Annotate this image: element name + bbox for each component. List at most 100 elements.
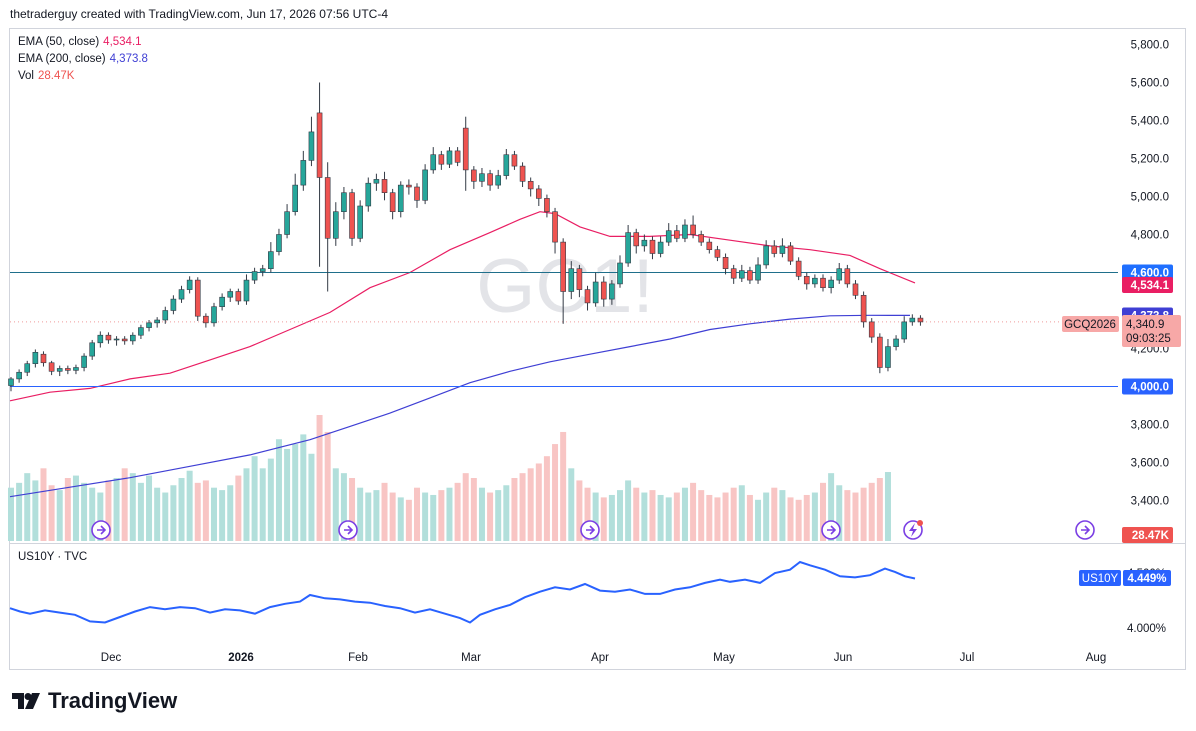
- candle-body: [503, 154, 510, 176]
- badge-symbol: GCQ2026: [1064, 319, 1116, 331]
- legend-vol-label: Vol: [18, 70, 34, 82]
- legend-ema50[interactable]: EMA (50, close) 4,534.1: [18, 34, 142, 50]
- candle-body: [795, 260, 802, 277]
- candle-body: [812, 277, 818, 285]
- candle-body: [527, 181, 534, 190]
- time-label: 2026: [228, 652, 254, 664]
- volume-bar: [803, 494, 810, 541]
- badge-ema50-bg: [1122, 277, 1173, 294]
- candle-body: [471, 169, 477, 182]
- price-tick-label: 3,400.0: [1131, 496, 1169, 508]
- candle-body: [268, 251, 274, 270]
- volume-bar: [608, 494, 615, 541]
- volume-bar: [24, 473, 31, 541]
- time-label: Jul: [960, 652, 975, 664]
- candle-body: [868, 321, 875, 338]
- candle-body: [755, 264, 761, 281]
- candle-body: [763, 245, 769, 266]
- badge-ema50: 4,534.1: [1131, 280, 1170, 292]
- volume-bar: [714, 497, 721, 541]
- tradingview-logo[interactable]: TradingView: [12, 688, 177, 714]
- event-arrow-icon[interactable]: [91, 520, 111, 540]
- candle-body: [89, 342, 95, 357]
- candle-body: [836, 268, 843, 281]
- candle-body: [251, 271, 258, 281]
- volume-bar: [300, 434, 307, 541]
- legend-ema200-label: EMA (200, close): [18, 53, 106, 65]
- candle-body: [389, 192, 396, 212]
- volume-bar: [349, 478, 356, 541]
- candle-body: [113, 338, 120, 341]
- volume-bar: [275, 439, 282, 541]
- volume-bar: [154, 487, 161, 541]
- us10y-line: [9, 560, 916, 624]
- candle-body: [357, 205, 363, 239]
- volume-bar: [113, 478, 120, 541]
- volume-bar: [535, 463, 542, 541]
- volume-bar: [487, 492, 494, 541]
- candle-body: [690, 224, 696, 235]
- candle-body: [406, 184, 412, 188]
- chart-frame[interactable]: [9, 28, 1186, 670]
- event-arrow-icon[interactable]: [821, 520, 841, 540]
- legend-vol[interactable]: Vol 28.47K: [18, 68, 74, 84]
- volume-bar: [8, 487, 14, 541]
- candle-body: [454, 150, 461, 163]
- candle-body: [535, 188, 542, 199]
- candle-body: [568, 268, 575, 292]
- volume-bar: [844, 490, 851, 541]
- candle-body: [32, 351, 39, 364]
- volume-bar: [308, 453, 315, 541]
- event-lightning-icon[interactable]: [903, 520, 923, 540]
- legend-ema200[interactable]: EMA (200, close) 4,373.8: [18, 51, 148, 67]
- candle-body: [576, 268, 583, 290]
- candle-body: [487, 173, 493, 186]
- volume-bar: [600, 497, 607, 541]
- us10y-badge-value-bg: [1123, 570, 1171, 586]
- volume-bar: [162, 492, 169, 541]
- candle-body: [235, 291, 242, 302]
- volume-bar: [211, 487, 217, 541]
- badge-level-4600-bg: [1122, 264, 1173, 281]
- volume-bar: [324, 431, 331, 541]
- volume-bar: [836, 485, 843, 541]
- time-axis[interactable]: Dec 2026 Feb Mar Apr May Jun Jul Aug: [101, 652, 1106, 664]
- candle-body: [893, 338, 899, 347]
- candle-body: [609, 283, 615, 300]
- candlesticks: [8, 82, 924, 392]
- event-markers[interactable]: [91, 520, 1095, 540]
- volume-bar: [129, 473, 136, 541]
- volume-bar: [186, 470, 193, 541]
- volume-bar: [503, 485, 510, 541]
- volume-bar: [625, 480, 632, 541]
- volume-bar: [633, 487, 640, 541]
- volume-bar: [373, 490, 380, 541]
- volume-bar: [495, 490, 502, 541]
- volume-bar: [414, 487, 420, 541]
- volume-bar: [828, 473, 835, 541]
- volume-bar: [868, 482, 875, 541]
- event-arrow-icon[interactable]: [338, 520, 358, 540]
- event-arrow-icon[interactable]: [1075, 520, 1095, 540]
- volume-bar: [16, 482, 23, 541]
- candle-body: [324, 177, 331, 239]
- price-axis[interactable]: 5,800.0 5,600.0 5,400.0 5,200.0 5,000.0 4,800…: [1131, 40, 1169, 508]
- candle-body: [747, 270, 753, 281]
- volume-bar: [649, 490, 656, 541]
- volume-bar: [673, 492, 680, 541]
- volume-bar: [462, 473, 469, 541]
- candle-body: [584, 289, 591, 304]
- badge-level-4000-bg: [1122, 378, 1173, 395]
- sub-pane-legend[interactable]: US10Y · TVC: [18, 551, 88, 563]
- time-label: Jun: [834, 652, 853, 664]
- candle-body: [414, 186, 420, 201]
- volume-bar: [576, 480, 583, 541]
- us10y-badge-symbol: US10Y: [1082, 573, 1119, 585]
- tradingview-logo-icon: [12, 693, 40, 709]
- candle-body: [738, 270, 745, 279]
- event-arrow-icon[interactable]: [580, 520, 600, 540]
- volume-bar: [405, 499, 412, 541]
- candle-body: [600, 281, 607, 300]
